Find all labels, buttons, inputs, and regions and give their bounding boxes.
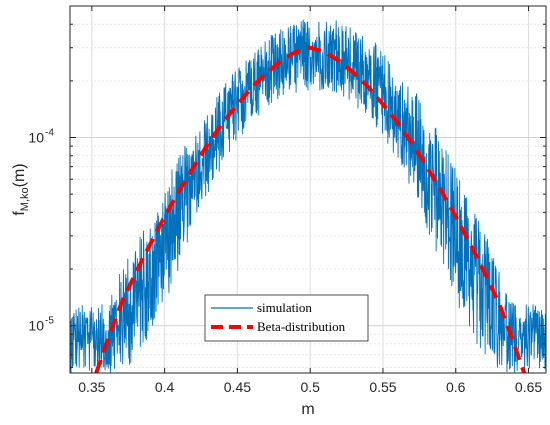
grid — [70, 5, 546, 373]
x-tick-labels: 0.35 0.4 0.45 0.5 0.55 0.6 0.65 — [78, 379, 542, 395]
x-tick-label: 0.5 — [300, 379, 320, 395]
legend: simulation Beta-distribution — [204, 294, 369, 342]
y-axis-label: fM,ko(m) — [11, 163, 31, 215]
legend-label-beta-distribution: Beta-distribution — [257, 319, 346, 334]
x-tick-label: 0.35 — [78, 379, 105, 395]
x-tick-label: 0.4 — [155, 379, 175, 395]
legend-label-simulation: simulation — [257, 300, 312, 315]
y-tick-label-exponent: -4 — [45, 127, 54, 138]
plot-area — [70, 19, 546, 373]
y-axis-label-main: f — [11, 211, 28, 216]
ticks — [70, 5, 546, 373]
series-beta-distribution — [94, 45, 527, 373]
legend-box — [204, 294, 369, 342]
x-tick-label: 0.45 — [224, 379, 251, 395]
y-tick-label: 10 — [28, 318, 44, 334]
x-tick-label: 0.55 — [369, 379, 396, 395]
y-axis-label-sub: M,ko — [19, 187, 31, 211]
y-tick-labels: 10-510-4 — [28, 127, 54, 333]
x-tick-label: 0.6 — [446, 379, 466, 395]
y-tick-label: 10 — [28, 129, 44, 145]
y-tick-label-exponent: -5 — [45, 316, 54, 327]
axes-box — [69, 5, 547, 374]
x-axis-label: m — [301, 401, 314, 418]
x-tick-label: 0.65 — [515, 379, 542, 395]
series-simulation — [70, 19, 546, 373]
y-axis-label-suffix: (m) — [11, 163, 28, 187]
